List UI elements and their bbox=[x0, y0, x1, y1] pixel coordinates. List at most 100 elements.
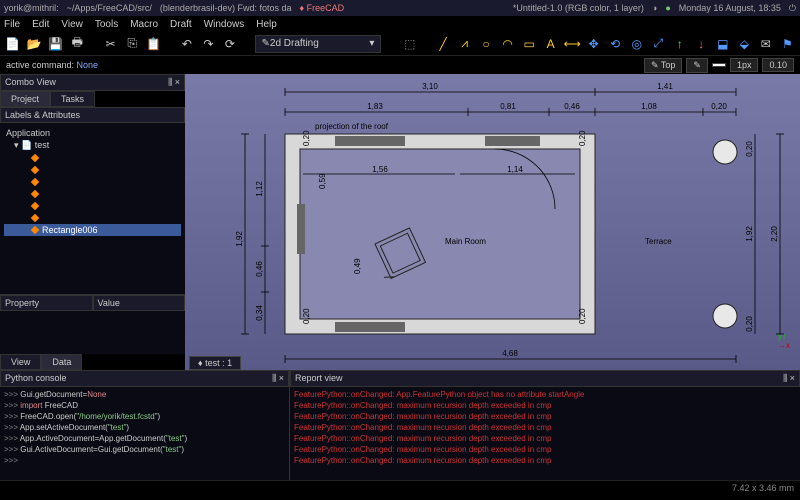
panel-controls-icon[interactable]: ⫼ × bbox=[783, 373, 795, 384]
arc-tool-icon[interactable]: ◠ bbox=[499, 35, 517, 53]
svg-text:0,20: 0,20 bbox=[302, 130, 311, 146]
rect-tool-icon[interactable]: ▭ bbox=[520, 35, 538, 53]
prop-col-value: Value bbox=[93, 295, 186, 311]
clock: Monday 16 August, 18:35 bbox=[679, 3, 781, 13]
3d-viewport[interactable]: Main Room Terrace projection of the roof… bbox=[185, 74, 800, 370]
model-tree[interactable]: Application ▾ 📄 test Rectangle006 bbox=[0, 123, 185, 294]
apply-icon[interactable]: ⚑ bbox=[779, 35, 797, 53]
doc-title: *Untitled-1.0 (RGB color, 1 layer) bbox=[513, 3, 644, 13]
wire-icon[interactable]: ⬚ bbox=[401, 35, 419, 53]
circle-tool-icon[interactable]: ○ bbox=[477, 35, 495, 53]
copy-icon[interactable]: ⎘ bbox=[123, 35, 141, 53]
panel-controls-icon[interactable]: ⫼ × bbox=[168, 77, 180, 88]
refresh-icon[interactable]: ⟳ bbox=[221, 35, 239, 53]
print-icon[interactable]: 🖶 bbox=[69, 35, 87, 53]
menu-edit[interactable]: Edit bbox=[32, 19, 49, 30]
tray-icon-2[interactable]: ● bbox=[665, 3, 670, 13]
undo-icon[interactable]: ↶ bbox=[178, 35, 196, 53]
color-swatch[interactable] bbox=[712, 63, 726, 67]
svg-text:4,68: 4,68 bbox=[502, 349, 518, 358]
new-icon[interactable]: 📄 bbox=[4, 35, 22, 53]
lineweight-field[interactable]: 1px bbox=[730, 58, 759, 72]
main-toolbar: 📄 📂 💾 🖶 ✂ ⎘ 📋 ↶ ↷ ⟳ ✎ 2d Drafting ▾ ⬚ ╱ … bbox=[0, 32, 800, 56]
label-main-room: Main Room bbox=[445, 237, 486, 246]
offset-tool-icon[interactable]: ◎ bbox=[628, 35, 646, 53]
svg-text:1,56: 1,56 bbox=[372, 165, 388, 174]
report-title: Report view bbox=[295, 373, 343, 384]
window-path: ~/Apps/FreeCAD/src/ bbox=[67, 3, 152, 13]
svg-text:3,10: 3,10 bbox=[422, 82, 438, 91]
label-projection: projection of the roof bbox=[315, 122, 389, 131]
svg-text:0,81: 0,81 bbox=[500, 102, 516, 111]
move-tool-icon[interactable]: ✥ bbox=[585, 35, 603, 53]
paste-icon[interactable]: 📋 bbox=[145, 35, 163, 53]
label-terrace: Terrace bbox=[645, 237, 672, 246]
report-body[interactable]: FeaturePython::onChanged: App.FeaturePyt… bbox=[290, 387, 800, 480]
cut-icon[interactable]: ✂ bbox=[102, 35, 120, 53]
window-tab2: (blenderbrasil-dev) Fwd: fotos da bbox=[160, 3, 292, 13]
svg-text:0,49: 0,49 bbox=[353, 258, 362, 274]
svg-text:1,92: 1,92 bbox=[745, 226, 754, 242]
menu-file[interactable]: File bbox=[4, 19, 20, 30]
menu-tools[interactable]: Tools bbox=[95, 19, 118, 30]
floorplan-drawing: Main Room Terrace projection of the roof… bbox=[185, 74, 800, 370]
svg-text:0,20: 0,20 bbox=[745, 141, 754, 157]
menu-view[interactable]: View bbox=[61, 19, 83, 30]
cmd-label: active command: bbox=[6, 60, 74, 70]
tab-view[interactable]: View bbox=[0, 354, 41, 370]
open-icon[interactable]: 📂 bbox=[26, 35, 44, 53]
property-grid[interactable]: Property Value bbox=[0, 294, 185, 354]
menu-macro[interactable]: Macro bbox=[130, 19, 158, 30]
workbench-selector[interactable]: ✎ 2d Drafting ▾ bbox=[255, 35, 382, 53]
tree-item[interactable] bbox=[4, 152, 181, 164]
panel-controls-icon[interactable]: ⫼ × bbox=[272, 373, 284, 384]
menu-draft[interactable]: Draft bbox=[170, 19, 192, 30]
view-top-button[interactable]: ✎ Top bbox=[644, 58, 682, 73]
redo-icon[interactable]: ↷ bbox=[200, 35, 218, 53]
tree-item-selected[interactable]: Rectangle006 bbox=[4, 224, 181, 236]
svg-text:0,20: 0,20 bbox=[711, 102, 727, 111]
upgrade-tool-icon[interactable]: ↑ bbox=[671, 35, 689, 53]
mail-icon[interactable]: ✉ bbox=[757, 35, 775, 53]
scale-field[interactable]: 0.10 bbox=[762, 58, 794, 72]
tree-item[interactable] bbox=[4, 188, 181, 200]
polyline-tool-icon[interactable]: ⩘ bbox=[456, 35, 474, 53]
menu-help[interactable]: Help bbox=[256, 19, 277, 30]
window-user: yorik@mithril: bbox=[4, 3, 59, 13]
pencil-button[interactable]: ✎ bbox=[686, 58, 708, 73]
rotate-tool-icon[interactable]: ⟲ bbox=[606, 35, 624, 53]
tool-a-icon[interactable]: ⬓ bbox=[714, 35, 732, 53]
tab-data[interactable]: Data bbox=[41, 354, 82, 370]
tree-item[interactable] bbox=[4, 176, 181, 188]
console-body[interactable]: >>> Gui.getDocument=None>>> import FreeC… bbox=[0, 387, 289, 480]
menu-windows[interactable]: Windows bbox=[204, 19, 245, 30]
tray-icon[interactable]: ◑ bbox=[652, 3, 657, 13]
svg-text:0,20: 0,20 bbox=[302, 308, 311, 324]
tab-project[interactable]: Project bbox=[0, 91, 50, 107]
viewport-tab[interactable]: ♦ test : 1 bbox=[189, 356, 241, 370]
svg-text:0,34: 0,34 bbox=[255, 305, 264, 321]
tab-tasks[interactable]: Tasks bbox=[50, 91, 95, 107]
app-name: ♦ FreeCAD bbox=[299, 3, 344, 13]
power-icon[interactable]: ⏻ bbox=[789, 3, 796, 14]
dimension-tool-icon[interactable]: ⟷ bbox=[563, 35, 581, 53]
tree-document[interactable]: ▾ 📄 test bbox=[4, 139, 181, 152]
text-tool-icon[interactable]: A bbox=[542, 35, 560, 53]
python-console-panel: Python console⫼ × >>> Gui.getDocument=No… bbox=[0, 370, 290, 480]
svg-text:0,20: 0,20 bbox=[578, 308, 587, 324]
svg-text:0,46: 0,46 bbox=[255, 261, 264, 277]
svg-text:0,59: 0,59 bbox=[318, 173, 327, 189]
tree-application[interactable]: Application bbox=[4, 127, 181, 139]
svg-text:1,83: 1,83 bbox=[367, 102, 383, 111]
tree-item[interactable] bbox=[4, 164, 181, 176]
tool-b-icon[interactable]: ⬙ bbox=[736, 35, 754, 53]
tree-item[interactable] bbox=[4, 212, 181, 224]
line-tool-icon[interactable]: ╱ bbox=[434, 35, 452, 53]
scale-tool-icon[interactable]: ⤢ bbox=[649, 35, 667, 53]
save-icon[interactable]: 💾 bbox=[47, 35, 65, 53]
combo-view-header: Combo View⫼ × bbox=[0, 74, 185, 91]
svg-text:0,46: 0,46 bbox=[564, 102, 580, 111]
downgrade-tool-icon[interactable]: ↓ bbox=[693, 35, 711, 53]
axis-indicator: y↑→x bbox=[778, 332, 790, 350]
tree-item[interactable] bbox=[4, 200, 181, 212]
